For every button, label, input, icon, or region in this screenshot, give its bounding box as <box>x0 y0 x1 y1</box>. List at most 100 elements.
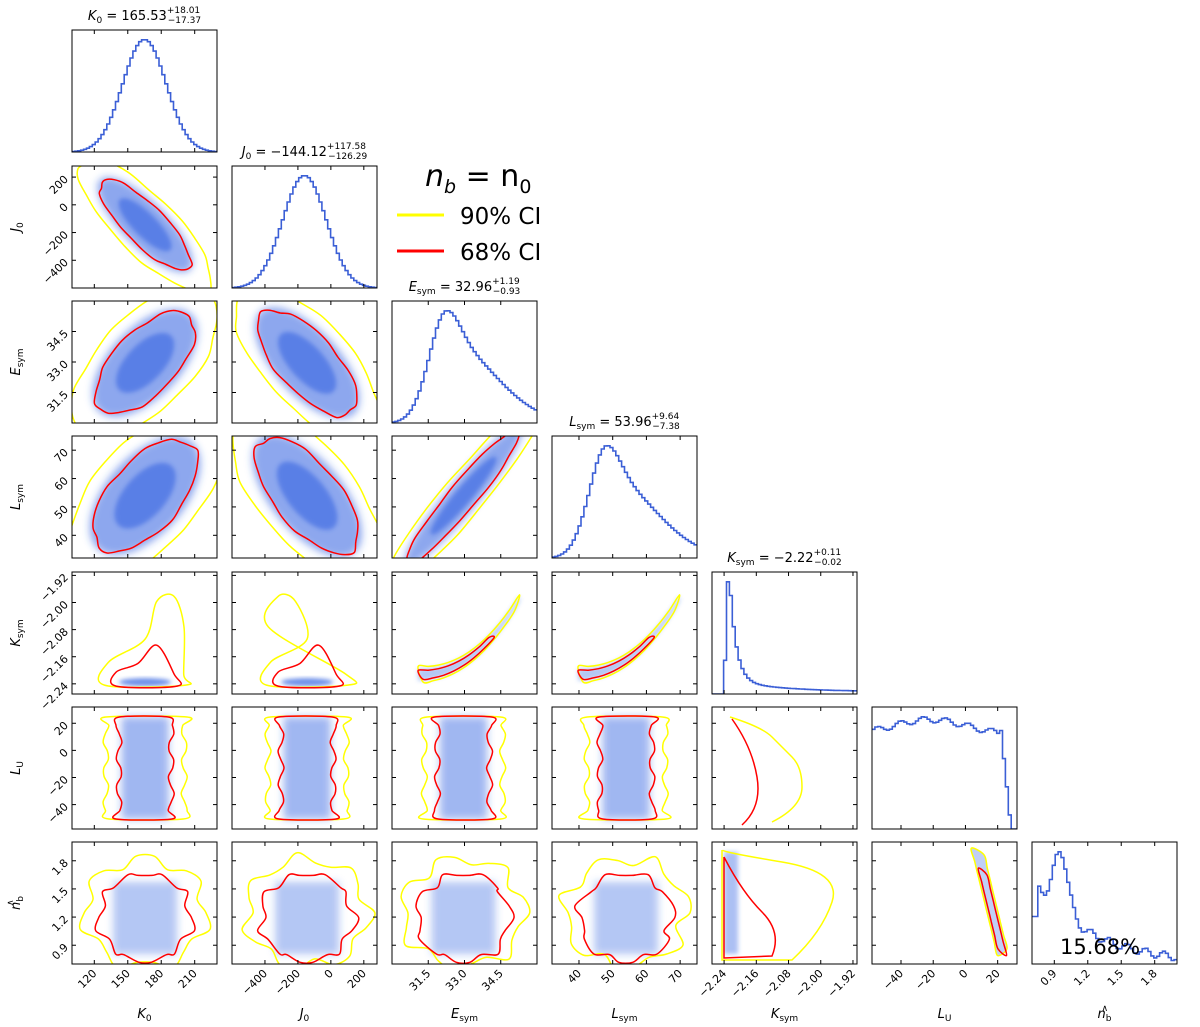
panel-frame <box>711 706 858 830</box>
contour-68 <box>273 715 341 821</box>
y-tick-label: 200 <box>47 173 71 197</box>
panel-Ksym-vs-Esym <box>391 571 538 695</box>
density-core <box>118 198 172 252</box>
y-tick-label: −2.00 <box>38 598 71 631</box>
contour-90 <box>234 301 377 423</box>
x-tick-label: 0 <box>956 967 970 981</box>
panel-LU-vs-K0: −40−20 0 20 <box>45 706 218 830</box>
axis-label: Ksym <box>9 619 26 646</box>
panel-frame <box>71 29 218 153</box>
x-tick-label: 31.5 <box>407 967 434 994</box>
x-tick-label: −2.00 <box>793 967 826 1000</box>
panel-Esym-vs-J0 <box>231 300 378 424</box>
y-tick-label: −40 <box>45 800 71 826</box>
legend-label-90: 90% CI <box>460 204 541 230</box>
contour-90 <box>417 594 521 684</box>
axis-label: nb∧ <box>1098 1004 1112 1024</box>
panel-frame <box>71 706 218 830</box>
density-blob <box>724 852 738 954</box>
histogram-step <box>872 716 1017 829</box>
panel-LU-vs-Lsym <box>551 706 698 830</box>
panel-Lsym-vs-K0: 40 50 60 70 <box>52 435 218 559</box>
axis-label: Lsym <box>611 1007 637 1024</box>
panel-frame <box>871 706 1018 830</box>
contour-68 <box>731 718 759 826</box>
panel-nb-vs-J0: −400 −200 0 200 <box>231 841 378 998</box>
panel-frame <box>551 435 698 559</box>
y-tick-label: −400 <box>40 256 71 287</box>
y-tick-label: 33.0 <box>44 358 71 385</box>
y-tick-label: 1.5 <box>49 885 71 907</box>
y-tick-label: 70 <box>52 446 71 465</box>
panel-LU-vs-Ksym <box>711 706 858 830</box>
axis-label: Esym <box>9 348 26 375</box>
axis-label: Lsym <box>9 484 26 510</box>
axis-label: Esym <box>451 1007 478 1024</box>
panel-frame <box>231 435 378 559</box>
y-tick-label: 0.9 <box>49 941 71 963</box>
histogram-step <box>392 310 537 423</box>
density-blob <box>578 595 680 681</box>
density-blob <box>121 717 169 819</box>
contour-90 <box>400 856 531 964</box>
y-tick-label: 1.2 <box>49 913 71 935</box>
density-blob <box>113 882 177 954</box>
x-tick-label: 210 <box>176 967 200 991</box>
panel-Lsym-vs-Esym <box>391 435 538 559</box>
density-blob <box>418 595 520 681</box>
panel-Esym-vs-Esym: Esym = 32.96+1.19 −0.93 <box>391 277 538 424</box>
panel-J0-vs-K0: −400−200 0 200 <box>40 165 218 289</box>
contour-90 <box>78 853 212 964</box>
panel-nb-vs-LU: −40 −20 0 20 <box>871 841 1018 993</box>
contour-90 <box>577 594 681 684</box>
marginal-title: Lsym = 53.96+9.64 −7.38 <box>569 412 680 432</box>
x-tick-label: 20 <box>984 967 1003 986</box>
contour-90 <box>970 847 1008 957</box>
marginal-title: Ksym = −2.22+0.11 −0.02 <box>727 548 842 568</box>
y-tick-label: 20 <box>52 719 71 738</box>
contour-68 <box>406 436 520 558</box>
contour-90 <box>72 301 217 423</box>
histogram-step <box>552 445 697 558</box>
y-tick-label: −2.24 <box>38 680 71 713</box>
panel-frame <box>71 571 218 695</box>
y-tick-label: −2.16 <box>38 652 71 685</box>
contour-68 <box>98 178 193 271</box>
y-tick-label: −20 <box>45 773 71 799</box>
legend-title: nb = n0 <box>425 159 531 198</box>
axis-label: Ksym <box>771 1007 798 1024</box>
density-blob <box>283 717 331 819</box>
contour-90 <box>721 849 835 961</box>
axis-label: K0 <box>137 1007 152 1024</box>
axis-label: J0 <box>9 222 26 235</box>
contour-68 <box>256 309 358 419</box>
contour-68 <box>573 873 677 964</box>
contour-68 <box>723 856 777 959</box>
panel-Ksym-vs-J0 <box>231 571 378 695</box>
marginal-title: Esym = 32.96+1.19 −0.93 <box>409 277 521 297</box>
x-tick-label: −400 <box>240 967 271 998</box>
panel-frame <box>871 841 1018 965</box>
panel-Esym-vs-K0: 31.5 33.0 34.5 <box>44 300 218 424</box>
contour-68 <box>109 644 182 689</box>
panel-frame <box>231 571 378 695</box>
panel-nb-vs-Esym: 31.5 33.0 34.5 <box>391 841 538 994</box>
y-tick-label: 0 <box>57 201 71 215</box>
contour-90 <box>259 593 358 689</box>
density-core <box>276 461 338 530</box>
density-blob <box>275 882 340 954</box>
y-tick-label: 1.8 <box>49 857 71 879</box>
x-tick-label: 200 <box>345 967 369 991</box>
contour-68 <box>112 715 176 821</box>
panel-Lsym-vs-J0 <box>231 435 378 559</box>
y-tick-label: 34.5 <box>44 327 71 354</box>
panel-LU-vs-J0 <box>231 706 378 830</box>
panel-Lsym-vs-Lsym: Lsym = 53.96+9.64 −7.38 <box>551 412 698 559</box>
density-blob <box>594 882 658 954</box>
panel-frame <box>551 706 698 830</box>
contour-68 <box>253 436 359 556</box>
contour-90 <box>263 715 353 821</box>
panel-J0-vs-J0: J0 = −144.12+117.58 −126.29 <box>231 142 378 289</box>
panel-frame <box>551 571 698 695</box>
